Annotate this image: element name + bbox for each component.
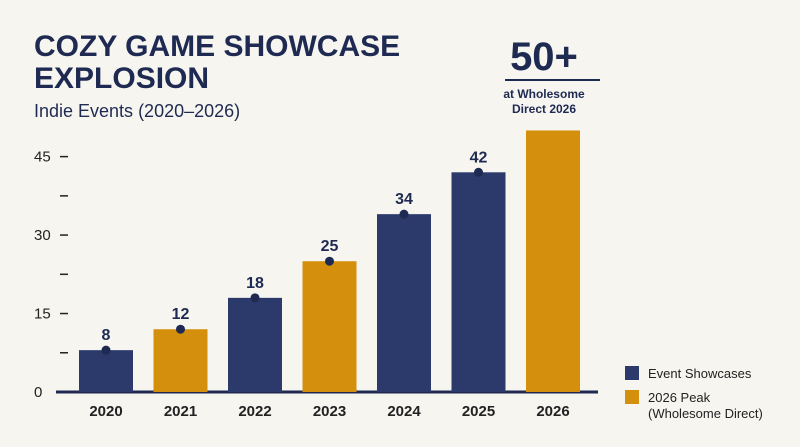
data-label-2021: 12	[172, 306, 190, 323]
chart-title-line-2: EXPLOSION	[34, 62, 209, 95]
peak-callout: 50+ at Wholesome Direct 2026	[503, 35, 600, 116]
chart-title-line-1: COZY GAME SHOWCASE	[34, 30, 400, 63]
bar-2020	[79, 350, 133, 392]
bar-2026	[526, 130, 580, 392]
bar-2021	[153, 329, 208, 392]
callout-line-2: Direct 2026	[512, 102, 576, 116]
data-label-2024: 34	[395, 191, 413, 208]
x-tick-label-2026: 2026	[536, 403, 569, 420]
legend-swatch-1	[625, 390, 639, 404]
data-label-2020: 8	[102, 327, 111, 344]
legend: Event Showcases 2026 Peak(Wholesome Direc…	[625, 366, 763, 421]
chart-subtitle: Indie Events (2020–2026)	[34, 101, 240, 121]
axis-layer: 0 15 30 45 2020 2021 2022 2023 2024 2025 2026	[34, 149, 598, 420]
data-label-2023: 25	[321, 238, 339, 255]
bar-marker-2024	[399, 209, 409, 219]
bar-marker-2021	[176, 324, 185, 334]
bar-marker-2022	[250, 293, 260, 303]
bar-marker-2025	[474, 167, 483, 177]
legend-label-1: 2026 Peak	[648, 390, 711, 405]
x-tick-label-2022: 2022	[238, 403, 271, 420]
legend-label-0: Event Showcases	[648, 366, 752, 381]
bar-2023	[302, 261, 357, 392]
bar-layer: 8 12 18 25 34 42	[79, 130, 580, 392]
bar-2024	[377, 214, 431, 392]
y-tick-label: 30	[34, 227, 51, 244]
x-tick-label-2023: 2023	[313, 403, 346, 420]
bar-2022	[228, 297, 282, 392]
x-tick-label-2020: 2020	[89, 403, 122, 420]
callout-value: 50+	[510, 35, 578, 79]
legend-swatch-0	[625, 366, 639, 380]
x-tick-label-2025: 2025	[462, 403, 495, 420]
x-tick-label-2021: 2021	[164, 403, 197, 420]
bar-2025	[451, 172, 506, 392]
data-label-2022: 18	[246, 275, 264, 292]
bar-marker-2023	[325, 256, 334, 266]
legend-label-1: (Wholesome Direct)	[648, 406, 763, 421]
callout-line-1: at Wholesome	[503, 87, 585, 101]
y-tick-label: 45	[34, 149, 51, 166]
x-tick-label-2024: 2024	[387, 403, 421, 420]
y-tick-label: 0	[34, 384, 42, 401]
bar-marker-2020	[101, 345, 111, 355]
data-label-2025: 42	[470, 149, 488, 166]
y-tick-label: 15	[34, 306, 51, 323]
